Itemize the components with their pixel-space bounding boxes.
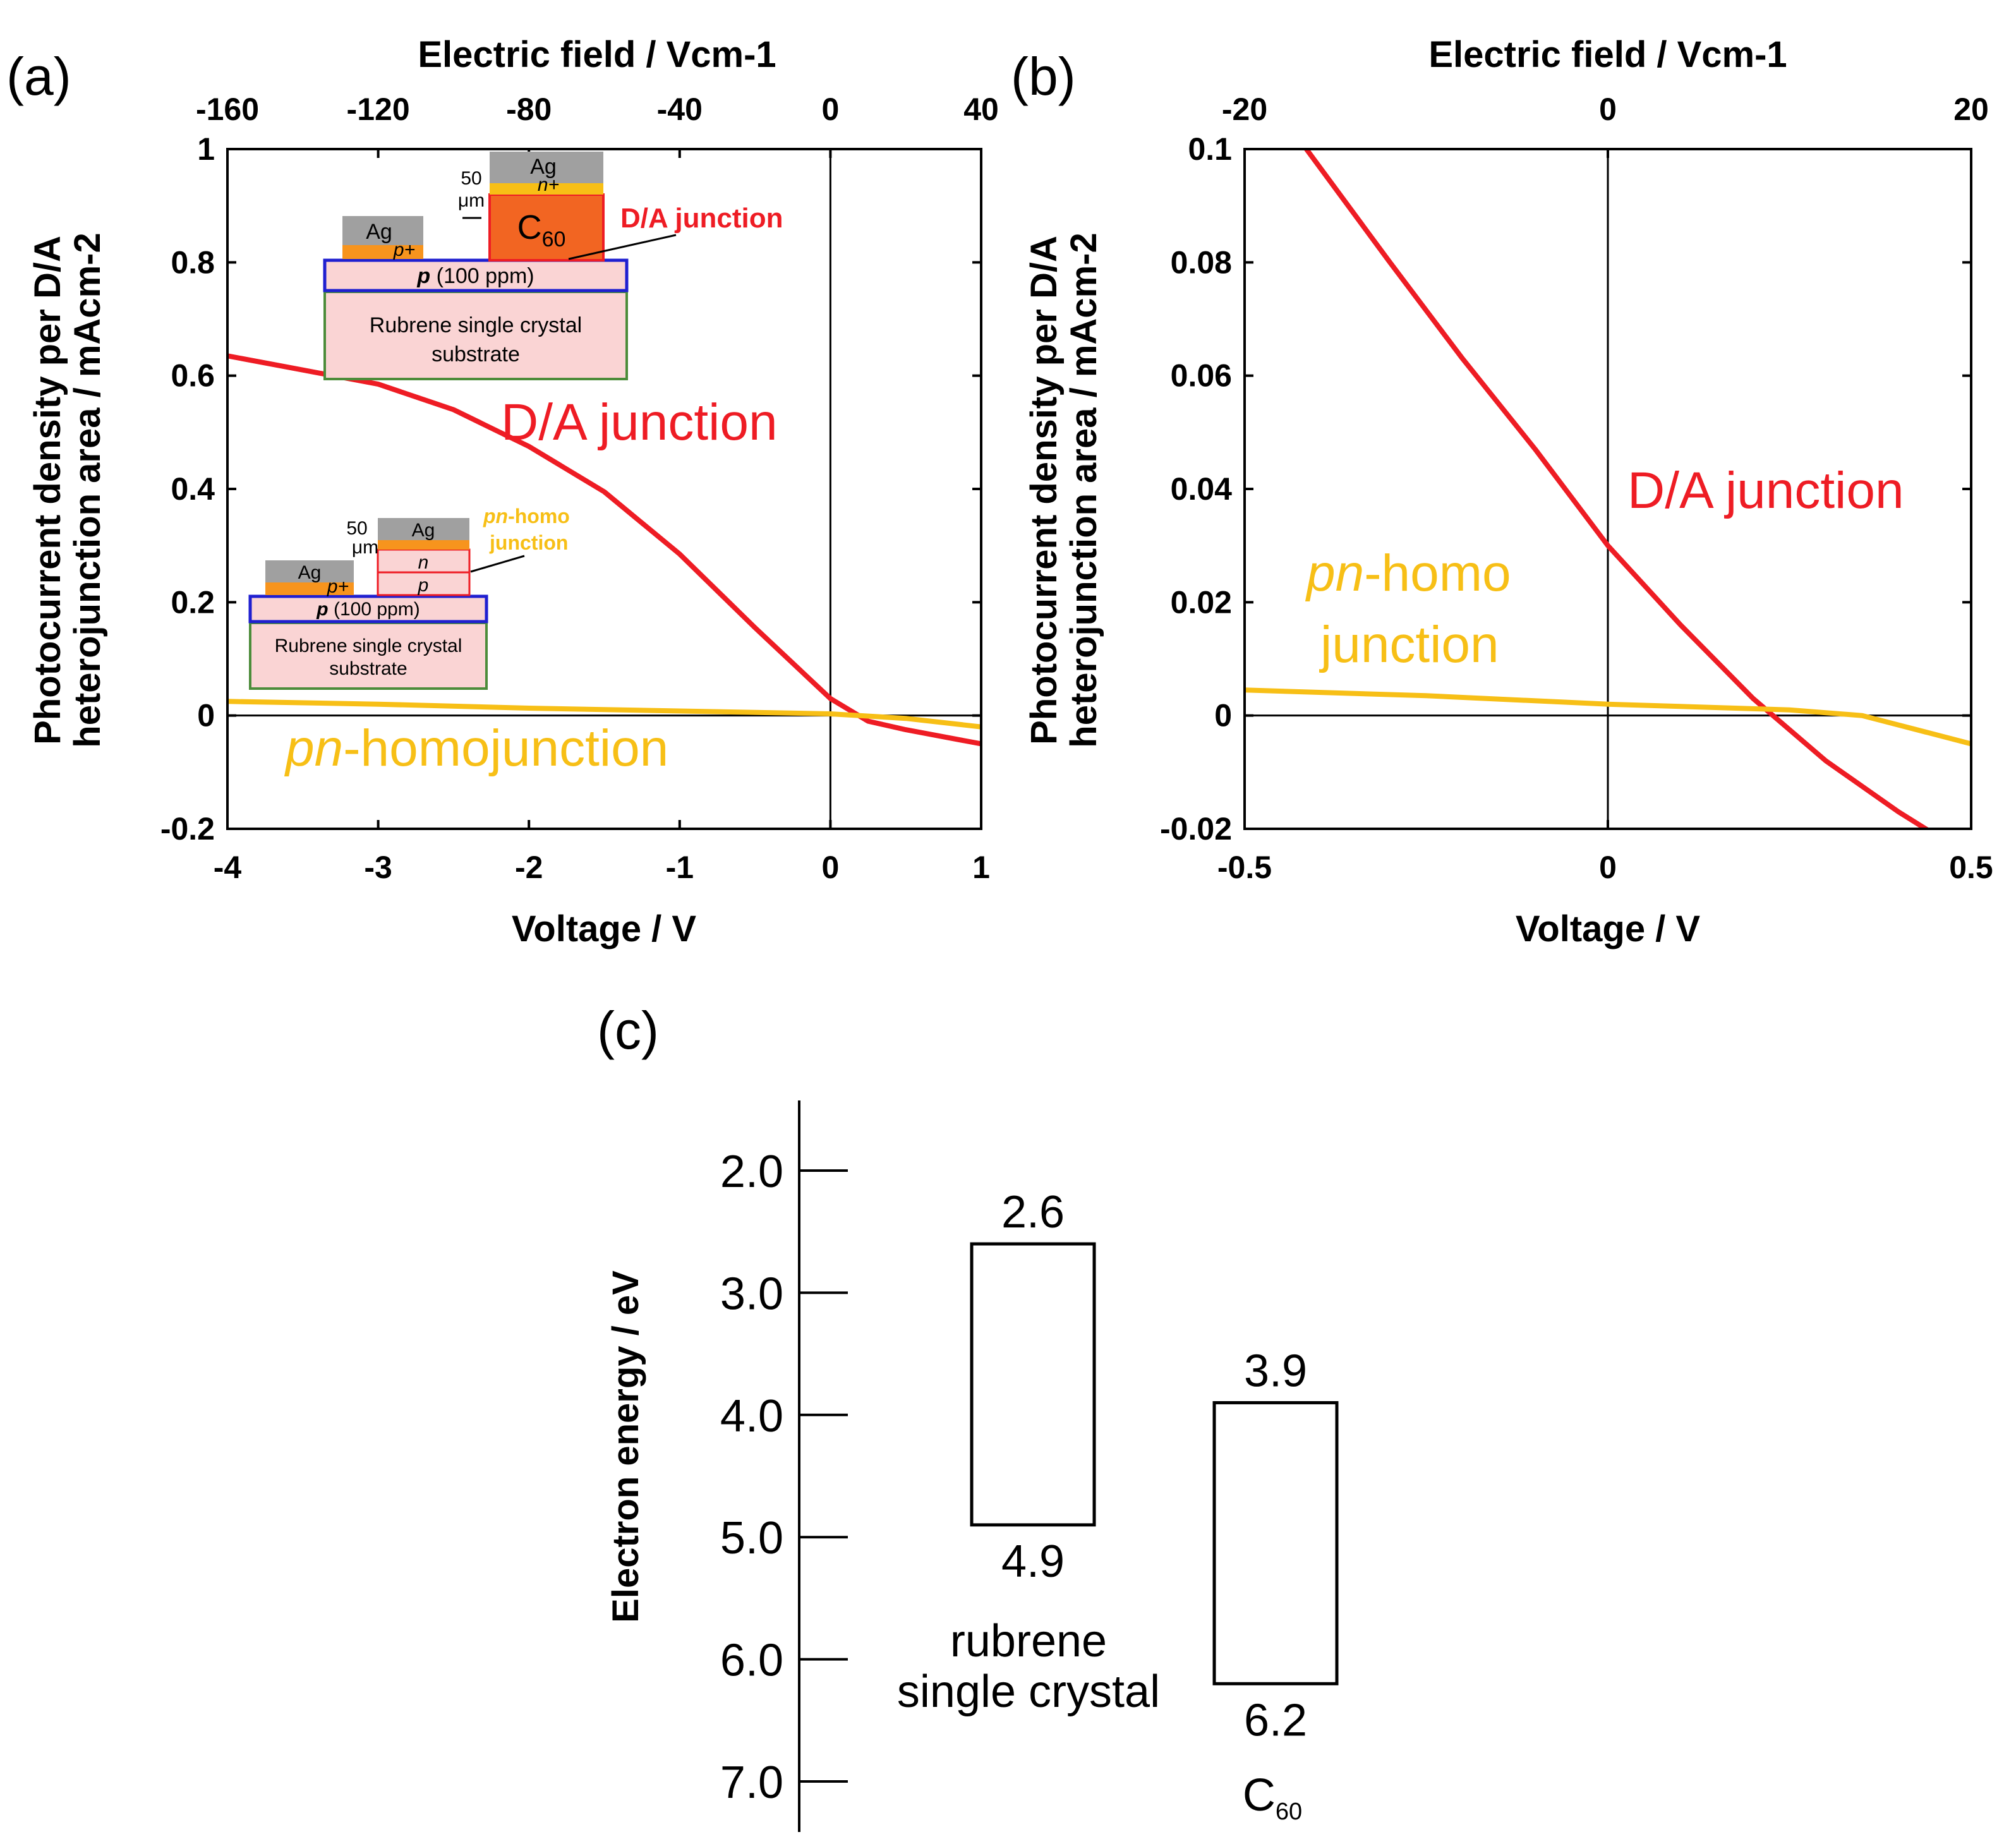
svg-text:Ag: Ag xyxy=(412,520,435,541)
a-y-tick-label: 0.8 xyxy=(171,244,215,280)
a-y-tick-label: 0.4 xyxy=(171,471,215,507)
c60-homo-label: 6.2 xyxy=(1244,1695,1307,1745)
svg-text:n+: n+ xyxy=(538,174,559,195)
b-series-pn-homojunction xyxy=(1245,687,1971,747)
svg-text:C60: C60 xyxy=(517,208,566,251)
svg-text:substrate: substrate xyxy=(329,658,407,679)
svg-text:substrate: substrate xyxy=(432,342,520,366)
rubrene-name-2: single crystal xyxy=(897,1666,1160,1717)
svg-text:50: 50 xyxy=(346,518,367,539)
a-x-axis-label: Voltage / V xyxy=(512,908,697,949)
inset-pn-device: Rubrene single crystal substrate p (100 … xyxy=(248,505,570,690)
b-x-tick-label: 0.5 xyxy=(1949,850,1993,885)
c-y-tick-label: 7.0 xyxy=(720,1757,783,1808)
b-y-axis-label-1: Photocurrent density per D/A xyxy=(1023,236,1065,745)
b-y-tick-label: 0.04 xyxy=(1171,471,1233,507)
a-y-tick-label: 0.6 xyxy=(171,358,215,394)
svg-text:Rubrene single crystal: Rubrene single crystal xyxy=(370,313,582,337)
b-y-tick-label: 0.1 xyxy=(1188,131,1232,167)
svg-text:D/A junction: D/A junction xyxy=(620,203,783,234)
a-top-tick-label: 0 xyxy=(821,92,839,127)
a-pn-annotation: pn-homojunction xyxy=(284,720,668,777)
c60-lumo-label: 3.9 xyxy=(1244,1346,1307,1396)
c-y-tick-label: 6.0 xyxy=(720,1636,783,1686)
a-x-tick-label: 1 xyxy=(972,850,990,885)
b-top-tick-label: 20 xyxy=(1953,92,1989,127)
a-y-axis-label-1: Photocurrent density per D/A xyxy=(27,236,68,745)
a-y-tick-label: -0.2 xyxy=(160,811,215,847)
svg-text:Rubrene single crystal: Rubrene single crystal xyxy=(275,636,462,656)
b-plot-frame xyxy=(1243,148,1972,830)
b-y-axis-label-2: heterojunction area / mAcm-2 xyxy=(1063,232,1104,747)
a-da-annotation: D/A junction xyxy=(501,394,778,451)
a-y-tick-label: 1 xyxy=(197,131,215,167)
rubrene-energy-box xyxy=(970,1242,1096,1527)
b-y-tick-label: 0.08 xyxy=(1171,244,1232,280)
b-y-tick-label: 0.02 xyxy=(1171,584,1232,620)
a-x-tick-label: 0 xyxy=(821,850,839,885)
b-x-tick-label: -0.5 xyxy=(1217,850,1272,885)
a-y-tick-label: 0.2 xyxy=(171,584,215,620)
a-y-axis-label-2: heterojunction area / mAcm-2 xyxy=(67,232,108,747)
panel-c-label: (c) xyxy=(597,1001,659,1060)
b-y-tick-label: 0.06 xyxy=(1171,358,1232,394)
b-da-annotation: D/A junction xyxy=(1627,462,1904,519)
c60-name: C60 xyxy=(1243,1770,1302,1825)
svg-text:μm: μm xyxy=(352,537,378,558)
svg-text:junction: junction xyxy=(489,531,568,554)
a-y-tick-label: 0 xyxy=(197,698,215,733)
b-series-da-junction xyxy=(1303,149,1931,829)
c-y-axis-label: Electron energy / eV xyxy=(605,1270,646,1623)
c-y-tick-label: 4.0 xyxy=(720,1391,783,1442)
b-x-axis-label: Voltage / V xyxy=(1516,908,1701,949)
svg-text:pn-homo: pn-homo xyxy=(483,505,570,527)
svg-text:Ag: Ag xyxy=(530,155,557,179)
rubrene-lumo-label: 2.6 xyxy=(1001,1187,1065,1238)
b-top-tick-label: 0 xyxy=(1599,92,1617,127)
svg-text:Ag: Ag xyxy=(298,562,322,583)
a-x-tick-label: -1 xyxy=(666,850,694,885)
svg-text:n: n xyxy=(418,552,429,573)
a-top-tick-label: -160 xyxy=(196,92,259,127)
a-x-tick-label: -3 xyxy=(364,850,392,885)
a-top-tick-label: -120 xyxy=(347,92,410,127)
a-x-tick-label: -4 xyxy=(214,850,242,885)
b-pn-annotation-2: junction xyxy=(1319,616,1499,673)
svg-text:μm: μm xyxy=(458,190,485,211)
b-top-tick-label: -20 xyxy=(1222,92,1267,127)
svg-text:p: p xyxy=(418,575,429,596)
a-top-tick-label: -40 xyxy=(657,92,703,127)
c-y-tick-label: 5.0 xyxy=(720,1513,783,1564)
a-plot-frame xyxy=(226,148,982,830)
svg-text:p+: p+ xyxy=(327,576,349,597)
b-top-axis-label: Electric field / Vcm-1 xyxy=(1428,34,1787,75)
chart-a: (a) Electric field / Vcm-1 Voltage / V P… xyxy=(6,34,999,949)
b-x-tick-label: 0 xyxy=(1599,850,1617,885)
c-y-tick-label: 3.0 xyxy=(720,1269,783,1319)
svg-text:p+: p+ xyxy=(393,239,415,260)
a-top-tick-label: 40 xyxy=(963,92,999,127)
a-series-pn-homojunction xyxy=(227,699,981,730)
a-series-da-junction xyxy=(227,353,981,747)
b-y-tick-label: -0.02 xyxy=(1160,811,1232,847)
panel-a-label: (a) xyxy=(6,47,71,106)
chart-b: (b) Electric field / Vcm-1 Voltage / V P… xyxy=(1011,34,1993,949)
svg-text:Ag: Ag xyxy=(366,220,392,244)
panel-b-label: (b) xyxy=(1011,47,1076,106)
inset-da-device: Rubrene single crystal substrate p (100 … xyxy=(323,152,783,380)
svg-text:p (100 ppm): p (100 ppm) xyxy=(416,264,534,288)
b-y-tick-label: 0 xyxy=(1214,698,1232,733)
svg-text:p (100 ppm): p (100 ppm) xyxy=(316,599,419,620)
a-top-tick-label: -80 xyxy=(506,92,552,127)
a-top-axis-label: Electric field / Vcm-1 xyxy=(418,34,776,75)
c-y-tick-label: 2.0 xyxy=(720,1147,783,1197)
rubrene-homo-label: 4.9 xyxy=(1001,1536,1065,1587)
c60-energy-box xyxy=(1212,1401,1339,1685)
svg-text:50: 50 xyxy=(461,168,481,189)
b-pn-annotation-1: pn-homo xyxy=(1305,545,1511,602)
rubrene-name-1: rubrene xyxy=(950,1616,1107,1666)
chart-c: (c) Electron energy / eV 2.0 3.0 4.0 5.0 6.0… xyxy=(597,1001,1339,1832)
a-x-tick-label: -2 xyxy=(515,850,543,885)
